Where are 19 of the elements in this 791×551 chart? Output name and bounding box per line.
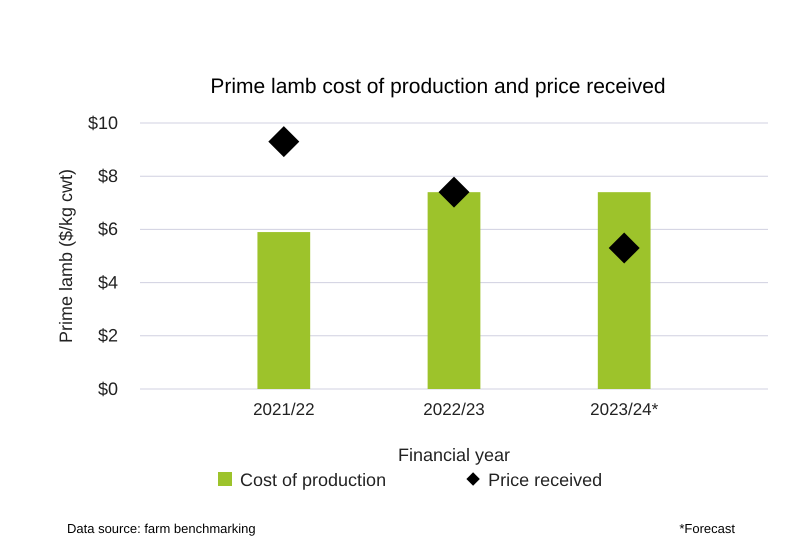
legend-label: Cost of production <box>240 470 386 490</box>
point <box>438 176 470 208</box>
chart-title: Prime lamb cost of production and price received <box>210 75 666 98</box>
point <box>268 126 300 158</box>
x-tick-label: 2021/22 <box>253 400 315 420</box>
text: *Forecast <box>679 521 736 536</box>
y-tick-label: $4 <box>98 272 118 292</box>
x-axis-title: Financial year <box>398 445 510 465</box>
source-note: Data source: farm benchmarking <box>67 521 256 536</box>
y-tick-label: $8 <box>98 166 118 186</box>
y-tick-label: $6 <box>98 219 118 240</box>
y-tick-label: $2 <box>98 326 118 346</box>
y-axis-title: Prime lamb ($/kg cwt) <box>56 168 76 344</box>
x-tick-label: 2022/23 <box>423 400 485 420</box>
y-tick-label: $0 <box>98 378 118 399</box>
x-tick-label: 2023/24* <box>590 400 659 420</box>
point <box>608 232 640 264</box>
legend-label: Price received <box>488 470 602 490</box>
y-tick-label: $10 <box>88 112 118 133</box>
